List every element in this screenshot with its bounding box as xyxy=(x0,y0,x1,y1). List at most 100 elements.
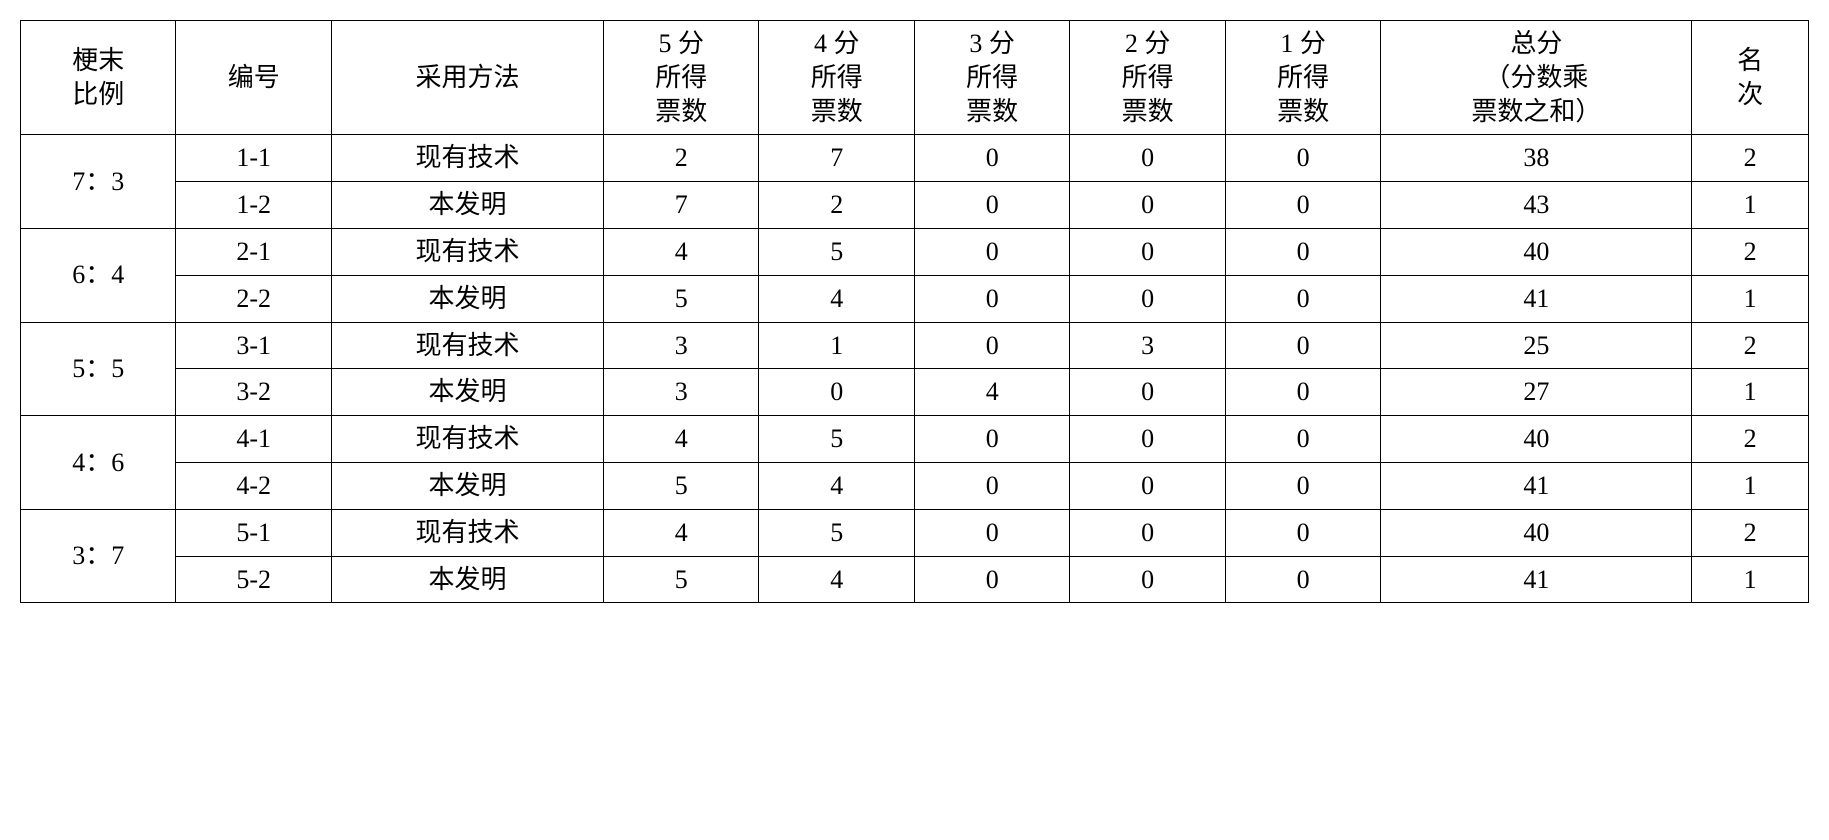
cell-id: 2-1 xyxy=(176,228,331,275)
header-method: 采用方法 xyxy=(331,21,603,135)
cell-total: 38 xyxy=(1381,135,1692,182)
cell-s1: 0 xyxy=(1225,509,1380,556)
cell-method: 现有技术 xyxy=(331,322,603,369)
cell-s5: 4 xyxy=(604,416,759,463)
cell-rank: 1 xyxy=(1692,462,1809,509)
cell-ratio: 5：5 xyxy=(21,322,176,416)
cell-s1: 0 xyxy=(1225,369,1380,416)
cell-rank: 2 xyxy=(1692,509,1809,556)
cell-s1: 0 xyxy=(1225,275,1380,322)
cell-s5: 3 xyxy=(604,322,759,369)
cell-method: 本发明 xyxy=(331,462,603,509)
header-score-5: 5 分所得票数 xyxy=(604,21,759,135)
cell-s4: 5 xyxy=(759,416,914,463)
table-row: 1-2 本发明 7 2 0 0 0 43 1 xyxy=(21,182,1809,229)
cell-s4: 1 xyxy=(759,322,914,369)
cell-total: 41 xyxy=(1381,556,1692,603)
cell-s2: 0 xyxy=(1070,462,1225,509)
header-score-1: 1 分所得票数 xyxy=(1225,21,1380,135)
cell-rank: 1 xyxy=(1692,556,1809,603)
cell-method: 现有技术 xyxy=(331,135,603,182)
cell-s4: 4 xyxy=(759,556,914,603)
cell-method: 现有技术 xyxy=(331,416,603,463)
header-score-4: 4 分所得票数 xyxy=(759,21,914,135)
cell-s3: 0 xyxy=(914,182,1069,229)
header-score-2: 2 分所得票数 xyxy=(1070,21,1225,135)
cell-s3: 0 xyxy=(914,416,1069,463)
cell-s5: 7 xyxy=(604,182,759,229)
cell-s1: 0 xyxy=(1225,322,1380,369)
cell-id: 1-2 xyxy=(176,182,331,229)
cell-ratio: 6：4 xyxy=(21,228,176,322)
table-row: 2-2 本发明 5 4 0 0 0 41 1 xyxy=(21,275,1809,322)
header-score-3: 3 分所得票数 xyxy=(914,21,1069,135)
cell-s4: 0 xyxy=(759,369,914,416)
cell-id: 5-2 xyxy=(176,556,331,603)
header-ratio: 梗末比例 xyxy=(21,21,176,135)
cell-method: 本发明 xyxy=(331,275,603,322)
cell-s2: 0 xyxy=(1070,275,1225,322)
cell-s4: 4 xyxy=(759,462,914,509)
header-id: 编号 xyxy=(176,21,331,135)
cell-s4: 5 xyxy=(759,228,914,275)
cell-s1: 0 xyxy=(1225,228,1380,275)
cell-rank: 1 xyxy=(1692,182,1809,229)
table-row: 4：6 4-1 现有技术 4 5 0 0 0 40 2 xyxy=(21,416,1809,463)
cell-s5: 2 xyxy=(604,135,759,182)
cell-s4: 4 xyxy=(759,275,914,322)
cell-s1: 0 xyxy=(1225,556,1380,603)
header-rank: 名次 xyxy=(1692,21,1809,135)
cell-s2: 0 xyxy=(1070,509,1225,556)
table-row: 5-2 本发明 5 4 0 0 0 41 1 xyxy=(21,556,1809,603)
cell-total: 27 xyxy=(1381,369,1692,416)
cell-total: 40 xyxy=(1381,228,1692,275)
cell-s5: 5 xyxy=(604,275,759,322)
table-row: 3：7 5-1 现有技术 4 5 0 0 0 40 2 xyxy=(21,509,1809,556)
cell-s4: 2 xyxy=(759,182,914,229)
cell-s2: 0 xyxy=(1070,135,1225,182)
cell-id: 5-1 xyxy=(176,509,331,556)
cell-s1: 0 xyxy=(1225,182,1380,229)
cell-s3: 0 xyxy=(914,275,1069,322)
cell-rank: 2 xyxy=(1692,228,1809,275)
cell-s1: 0 xyxy=(1225,416,1380,463)
cell-s5: 4 xyxy=(604,228,759,275)
cell-id: 3-2 xyxy=(176,369,331,416)
cell-total: 40 xyxy=(1381,416,1692,463)
cell-s3: 0 xyxy=(914,228,1069,275)
cell-method: 本发明 xyxy=(331,369,603,416)
cell-s2: 0 xyxy=(1070,556,1225,603)
cell-total: 41 xyxy=(1381,275,1692,322)
cell-rank: 2 xyxy=(1692,135,1809,182)
table-row: 6：4 2-1 现有技术 4 5 0 0 0 40 2 xyxy=(21,228,1809,275)
cell-s3: 0 xyxy=(914,556,1069,603)
cell-s4: 7 xyxy=(759,135,914,182)
cell-rank: 1 xyxy=(1692,369,1809,416)
cell-id: 3-1 xyxy=(176,322,331,369)
cell-s5: 4 xyxy=(604,509,759,556)
cell-rank: 1 xyxy=(1692,275,1809,322)
cell-ratio: 3：7 xyxy=(21,509,176,603)
cell-total: 25 xyxy=(1381,322,1692,369)
cell-total: 41 xyxy=(1381,462,1692,509)
cell-s3: 4 xyxy=(914,369,1069,416)
cell-id: 1-1 xyxy=(176,135,331,182)
cell-ratio: 4：6 xyxy=(21,416,176,510)
cell-id: 4-2 xyxy=(176,462,331,509)
cell-s3: 0 xyxy=(914,462,1069,509)
cell-s3: 0 xyxy=(914,135,1069,182)
table-row: 4-2 本发明 5 4 0 0 0 41 1 xyxy=(21,462,1809,509)
cell-s5: 3 xyxy=(604,369,759,416)
cell-s1: 0 xyxy=(1225,462,1380,509)
cell-total: 40 xyxy=(1381,509,1692,556)
table-body: 7：3 1-1 现有技术 2 7 0 0 0 38 2 1-2 本发明 7 2 … xyxy=(21,135,1809,603)
cell-s5: 5 xyxy=(604,556,759,603)
header-total: 总分（分数乘票数之和） xyxy=(1381,21,1692,135)
cell-s2: 3 xyxy=(1070,322,1225,369)
cell-s4: 5 xyxy=(759,509,914,556)
cell-s5: 5 xyxy=(604,462,759,509)
cell-s3: 0 xyxy=(914,509,1069,556)
cell-method: 现有技术 xyxy=(331,509,603,556)
cell-total: 43 xyxy=(1381,182,1692,229)
cell-s2: 0 xyxy=(1070,182,1225,229)
